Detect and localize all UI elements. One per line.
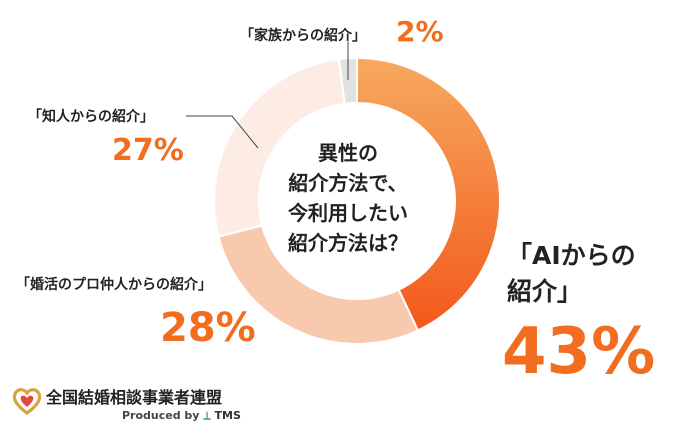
slice-label-ai: 「AIからの 紹介」 [507,238,636,310]
slice-value-acquaintance: 27% [112,133,184,168]
donut-slice-family [337,56,358,105]
center-question-line: 紹介方法は？ [288,231,408,255]
slice-label-nakodo: 「婚活のプロ仲人からの紹介」 [16,277,212,293]
center-question-line: 異性の [318,141,378,165]
center-question-line: 今利用したい [288,201,408,225]
slice-label-ai-line: 紹介」 [507,277,583,306]
center-question-line: 紹介方法で、 [288,171,408,195]
heart-logo-icon [12,388,42,415]
slice-label-ai-line: 「AIからの [507,241,636,270]
center-question: 異性の 紹介方法で、 今利用したい 紹介方法は？ [252,138,444,258]
donut-slice-ai [356,56,501,332]
organization-name: 全国結婚相談事業者連盟 [46,388,223,407]
slice-value-nakodo: 28% [160,305,256,351]
slice-label-family: 「家族からの紹介」 [240,28,366,44]
produced-by-line: Produced by ⟂ TMS [122,409,241,423]
organization-logo: 全国結婚相談事業者連盟 Produced by ⟂ TMS [10,384,260,434]
leader-line-acquaintance [186,115,259,149]
tms-leaf-icon: ⟂ [203,409,211,422]
slice-value-family: 2% [396,15,444,48]
tms-brand: TMS [214,409,241,422]
slice-value-ai: 43% [502,315,656,389]
produced-by-text: Produced by [122,409,200,422]
donut-slice-nakodo [217,224,420,345]
slice-label-acquaintance: 「知人からの紹介」 [28,109,154,125]
